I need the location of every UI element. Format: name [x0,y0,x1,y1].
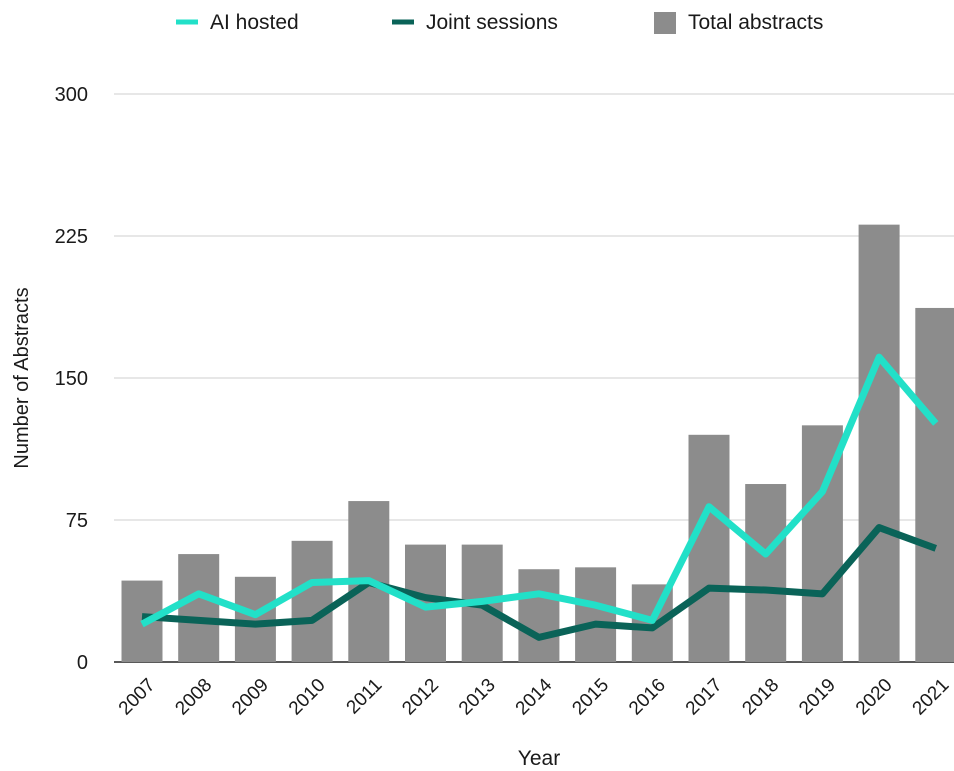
x-axis-title: Year [518,747,560,766]
bar-total-abstracts [235,577,276,662]
x-tick-label: 2014 [512,674,557,719]
x-tick-label: 2017 [682,675,727,720]
x-tick-label: 2015 [568,675,613,720]
bar-total-abstracts [859,225,900,662]
y-tick-label: 150 [55,368,88,390]
y-tick-label: 0 [77,652,88,674]
x-tick-label: 2021 [909,675,954,720]
bar-total-abstracts [292,541,333,662]
legend-swatch-total-abstracts [654,12,676,34]
y-tick-label: 225 [55,226,88,248]
x-tick-label: 2019 [795,675,840,720]
x-tick-label: 2018 [738,675,783,720]
x-tick-label: 2008 [171,675,216,720]
x-tick-label: 2011 [343,675,387,719]
bar-total-abstracts [518,569,559,662]
bar-total-abstracts [178,554,219,662]
bar-total-abstracts [689,435,730,662]
x-tick-label: 2007 [115,675,160,720]
x-tick-label: 2010 [285,675,330,720]
y-tick-labels: 0 75 150 225 300 [55,84,88,674]
legend-label-ai-hosted: AI hosted [210,11,299,34]
y-axis-title: Number of Abstracts [11,287,33,468]
x-tick-label: 2016 [625,675,670,720]
y-tick-label: 300 [55,84,88,106]
y-tick-label: 75 [66,510,88,532]
bar-total-abstracts [915,308,954,662]
x-tick-label: 2013 [455,675,500,720]
bar-total-abstracts [745,484,786,662]
bar-total-abstracts [575,567,616,662]
x-tick-label: 2012 [398,675,443,720]
x-tick-label: 2020 [852,675,897,720]
legend: AI hosted Joint sessions Total abstracts [176,11,823,34]
x-tick-label: 2009 [228,675,273,720]
legend-label-joint-sessions: Joint sessions [426,11,558,34]
legend-label-total-abstracts: Total abstracts [688,11,823,34]
